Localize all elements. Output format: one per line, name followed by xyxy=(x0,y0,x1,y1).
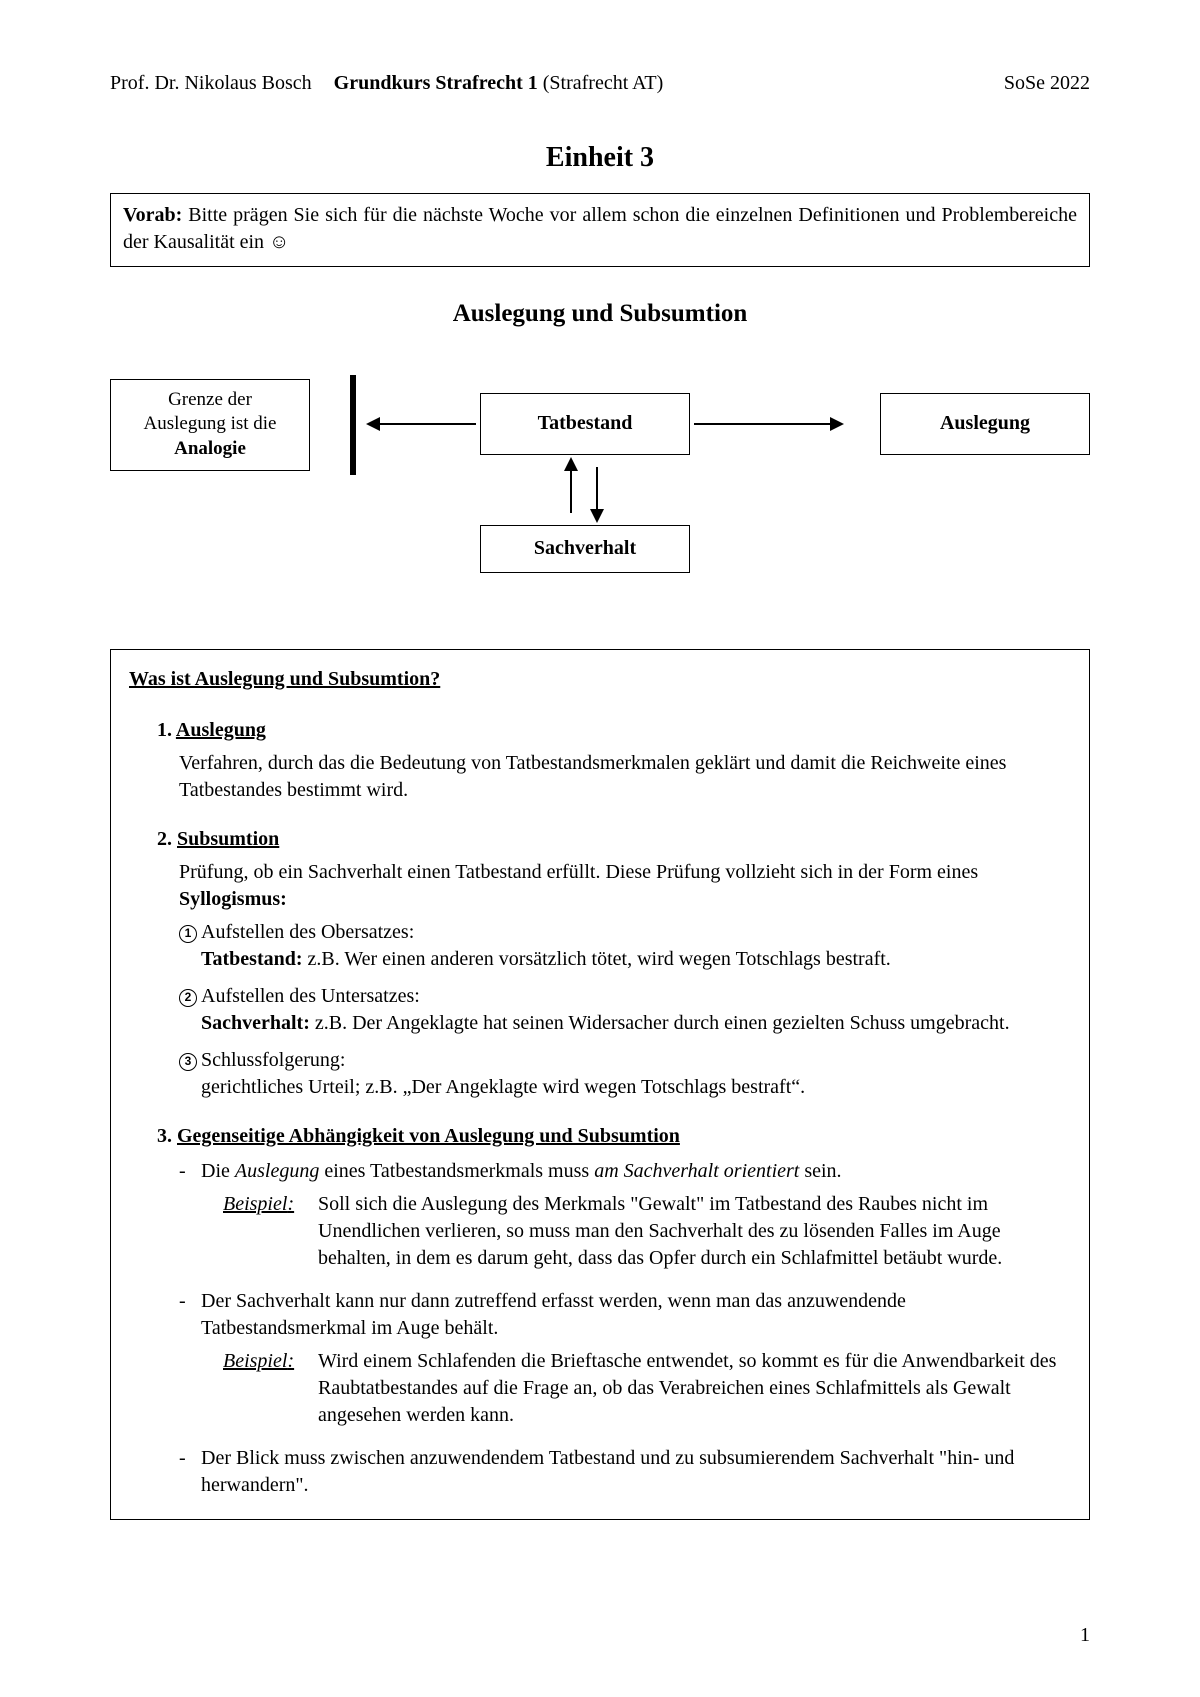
section-title: Auslegung und Subsumtion xyxy=(110,297,1090,331)
course-title-paren: (Strafrecht AT) xyxy=(538,72,664,94)
arrow-down-icon xyxy=(590,509,604,523)
b2-text: Der Sachverhalt kann nur dann zutreffend… xyxy=(201,1290,906,1339)
box-analogie: Grenze der Auslegung ist die Analogie xyxy=(110,379,310,471)
section-1-body: Verfahren, durch das die Bedeutung von T… xyxy=(179,750,1071,804)
section-2-intro-bold: Syllogismus: xyxy=(179,888,287,910)
course-title-bold: Grundkurs Strafrecht 1 xyxy=(334,72,538,94)
arrows-tatbestand-sachverhalt xyxy=(560,459,610,521)
syll1-head: Aufstellen des Obersatzes: xyxy=(201,921,414,943)
box-tatbestand: Tatbestand xyxy=(480,393,690,455)
term-label: SoSe 2022 xyxy=(1004,70,1090,97)
sachverhalt-label: Sachverhalt xyxy=(534,535,636,562)
section-1: 1. Auslegung Verfahren, durch das die Be… xyxy=(157,717,1071,804)
example-2-label: Beispiel xyxy=(223,1348,318,1429)
bullet-2: - Der Sachverhalt kann nur dann zutreffe… xyxy=(179,1288,1071,1433)
circle-number-2-icon: 2 xyxy=(179,989,197,1007)
section-2: 2. Subsumtion Prüfung, ob ein Sachverhal… xyxy=(157,826,1071,1101)
box-sachverhalt: Sachverhalt xyxy=(480,525,690,573)
dash-icon: - xyxy=(179,1445,201,1499)
auslegung-label: Auslegung xyxy=(940,410,1030,437)
bullet-1: - Die Auslegung eines Tatbestandsmerkmal… xyxy=(179,1158,1071,1276)
course-title: Grundkurs Strafrecht 1 (Strafrecht AT) xyxy=(334,70,664,97)
syll1-lead-rest: z.B. Wer einen anderen vorsätzlich tötet… xyxy=(303,948,891,970)
analogie-limit-bar xyxy=(350,375,356,475)
section-2-intro-pre: Prüfung, ob ein Sachverhalt einen Tatbes… xyxy=(179,861,978,883)
section-2-num: 2. xyxy=(157,828,172,850)
example-1: Beispiel Soll sich die Auslegung des Mer… xyxy=(223,1191,1071,1272)
tatbestand-label: Tatbestand xyxy=(538,410,633,437)
b1-it1: Auslegung xyxy=(235,1160,319,1182)
unit-title: Einheit 3 xyxy=(110,139,1090,177)
example-2-text: Wird einem Schlafenden die Brieftasche e… xyxy=(318,1348,1071,1429)
vorab-text: Bitte prägen Sie sich für die nächste Wo… xyxy=(123,204,1077,253)
syll2-lead-bold: Sachverhalt: xyxy=(201,1012,310,1034)
section-2-heading: 2. Subsumtion xyxy=(157,826,1071,853)
section-3-bullets: - Die Auslegung eines Tatbestandsmerkmal… xyxy=(179,1158,1071,1499)
example-1-label: Beispiel xyxy=(223,1191,318,1272)
syllogism-list: 1Aufstellen des Obersatzes: Tatbestand: … xyxy=(179,919,1071,1101)
dash-icon: - xyxy=(179,1288,201,1433)
arrow-head-right-icon xyxy=(830,417,844,431)
syll2-sub: Sachverhalt: z.B. Der Angeklagte hat sei… xyxy=(201,1010,1071,1037)
b1-post: sein. xyxy=(799,1160,841,1182)
diagram: Grenze der Auslegung ist die Analogie Ta… xyxy=(110,379,1090,609)
vorab-label: Vorab: xyxy=(123,204,182,226)
section-2-intro: Prüfung, ob ein Sachverhalt einen Tatbes… xyxy=(179,859,1071,913)
b1-mid: eines Tatbestandsmerkmals muss xyxy=(319,1160,594,1182)
header-left: Prof. Dr. Nikolaus Bosch Grundkurs Straf… xyxy=(110,70,663,97)
box-auslegung: Auslegung xyxy=(880,393,1090,455)
question-title: Was ist Auslegung und Subsumtion? xyxy=(129,666,1071,693)
bullet-3: - Der Blick muss zwischen anzuwendendem … xyxy=(179,1445,1071,1499)
content-box: Was ist Auslegung und Subsumtion? 1. Aus… xyxy=(110,649,1090,1520)
circle-number-3-icon: 3 xyxy=(179,1053,197,1071)
bullet-3-text: Der Blick muss zwischen anzuwendendem Ta… xyxy=(201,1445,1071,1499)
b1-pre: Die xyxy=(201,1160,235,1182)
syll3-head: Schlussfolgerung: xyxy=(201,1049,345,1071)
analogie-line2: Auslegung ist die xyxy=(144,413,277,434)
arrow-head-left-icon xyxy=(366,417,380,431)
dash-icon: - xyxy=(179,1158,201,1276)
page-header: Prof. Dr. Nikolaus Bosch Grundkurs Straf… xyxy=(110,70,1090,97)
syll2-head: Aufstellen des Untersatzes: xyxy=(201,985,420,1007)
arrow-down-line xyxy=(596,467,598,513)
circle-number-1-icon: 1 xyxy=(179,925,197,943)
vorab-box: Vorab: Bitte prägen Sie sich für die näc… xyxy=(110,193,1090,267)
syllogism-item-2: 2Aufstellen des Untersatzes: Sachverhalt… xyxy=(179,983,1071,1037)
section-3-title: Gegenseitige Abhängigkeit von Auslegung … xyxy=(177,1125,680,1147)
arrow-tatbestand-to-auslegung xyxy=(694,423,842,425)
section-1-num: 1. xyxy=(157,719,172,741)
syll1-sub: Tatbestand: z.B. Wer einen anderen vorsä… xyxy=(201,946,1071,973)
analogie-line1: Grenze der xyxy=(168,389,252,410)
syll3-sub: gerichtliches Urteil; z.B. „Der Angeklag… xyxy=(201,1074,1071,1101)
section-1-title: Auslegung xyxy=(176,719,266,741)
syll3-lead-rest: gerichtliches Urteil; z.B. „Der Angeklag… xyxy=(201,1076,805,1098)
bullet-1-text: Die Auslegung eines Tatbestandsmerkmals … xyxy=(201,1158,1071,1276)
page-number: 1 xyxy=(1080,1622,1090,1649)
syll2-lead-rest: z.B. Der Angeklagte hat seinen Widersach… xyxy=(310,1012,1010,1034)
syllogism-item-3: 3Schlussfolgerung: gerichtliches Urteil;… xyxy=(179,1047,1071,1101)
bullet-2-text: Der Sachverhalt kann nur dann zutreffend… xyxy=(201,1288,1071,1433)
example-2: Beispiel Wird einem Schlafenden die Brie… xyxy=(223,1348,1071,1429)
section-3: 3. Gegenseitige Abhängigkeit von Auslegu… xyxy=(157,1123,1071,1499)
example-1-text: Soll sich die Auslegung des Merkmals "Ge… xyxy=(318,1191,1071,1272)
section-1-heading: 1. Auslegung xyxy=(157,717,1071,744)
arrow-up-icon xyxy=(564,457,578,471)
arrow-up-line xyxy=(570,467,572,513)
b1-it2: am Sachverhalt orientiert xyxy=(594,1160,799,1182)
arrow-tatbestand-to-analogie xyxy=(368,423,476,425)
section-2-title: Subsumtion xyxy=(177,828,279,850)
analogie-line3: Analogie xyxy=(174,438,246,459)
section-3-num: 3. xyxy=(157,1125,172,1147)
author-name: Prof. Dr. Nikolaus Bosch xyxy=(110,70,312,97)
syll1-lead-bold: Tatbestand: xyxy=(201,948,303,970)
section-3-heading: 3. Gegenseitige Abhängigkeit von Auslegu… xyxy=(157,1123,1071,1150)
syllogism-item-1: 1Aufstellen des Obersatzes: Tatbestand: … xyxy=(179,919,1071,973)
